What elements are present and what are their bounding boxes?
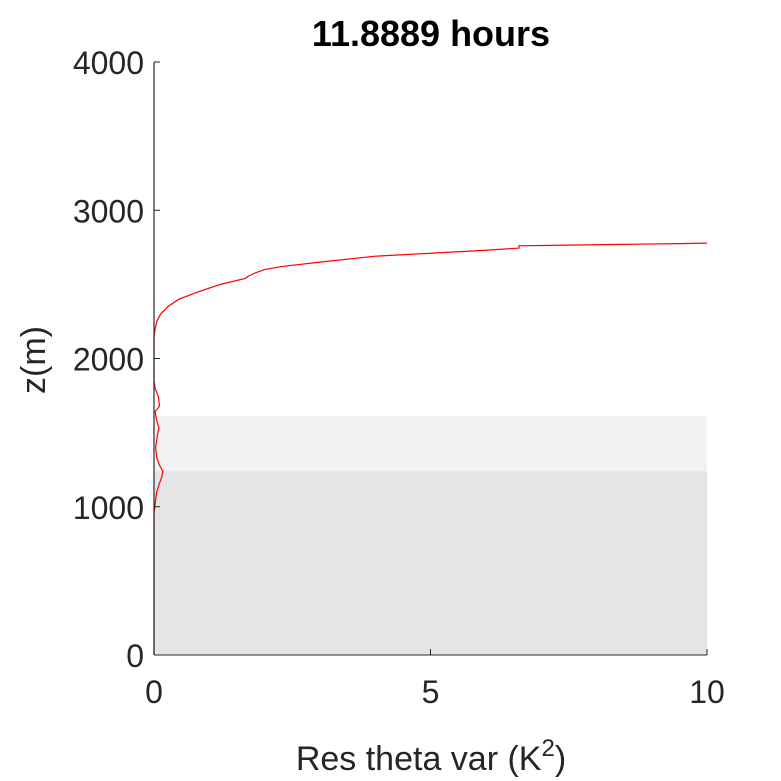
y-tick-label: 3000 xyxy=(73,193,144,229)
shaded-band-0 xyxy=(154,471,707,655)
y-tick-label: 0 xyxy=(126,638,144,674)
series-line-0 xyxy=(153,242,708,655)
y-tick-label: 2000 xyxy=(73,342,144,378)
x-tick-label: 5 xyxy=(422,674,440,710)
y-ticks: 0 1000 2000 3000 4000 xyxy=(73,45,160,674)
x-axis-label-suffix: ) xyxy=(555,740,566,778)
x-tick-label: 0 xyxy=(145,674,163,710)
x-axis-label: Res theta var (K2) xyxy=(296,735,566,778)
x-tick-label: 10 xyxy=(689,674,725,710)
shaded-bands xyxy=(154,416,707,655)
shaded-band-1 xyxy=(154,416,707,472)
chart-title: 11.8889 hours xyxy=(312,13,550,54)
y-tick-label: 4000 xyxy=(73,45,144,81)
x-axis-label-superscript: 2 xyxy=(541,735,554,762)
y-axis-label: z(m) xyxy=(15,326,53,394)
x-ticks: 0 5 10 xyxy=(145,649,725,710)
y-tick-label: 1000 xyxy=(73,490,144,526)
